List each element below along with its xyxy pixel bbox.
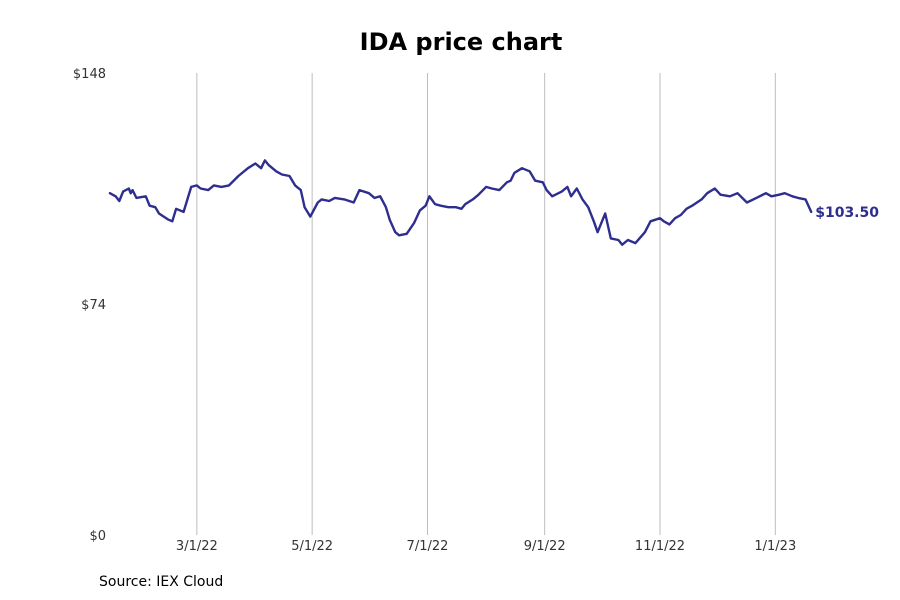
y-tick-label: $74	[81, 298, 106, 313]
price-series-line	[108, 159, 813, 246]
source-note: Source: IEX Cloud	[99, 574, 224, 590]
x-tick-label: 7/1/22	[407, 539, 449, 554]
y-tick-labels: $0 $74 $148	[73, 67, 106, 544]
last-price-label: $103.50	[815, 205, 879, 221]
chart-title: IDA price chart	[359, 28, 563, 56]
y-tick-label: $0	[89, 529, 106, 544]
x-tick-label: 3/1/22	[176, 539, 218, 554]
y-tick-label: $148	[73, 67, 106, 82]
x-tick-label: 11/1/22	[635, 539, 685, 554]
x-tick-labels: 3/1/22 5/1/22 7/1/22 9/1/22 11/1/22 1/1/23	[176, 539, 796, 554]
x-tick-label: 1/1/23	[754, 539, 796, 554]
x-grid-lines	[196, 73, 776, 535]
x-tick-label: 9/1/22	[524, 539, 566, 554]
x-tick-label: 5/1/22	[291, 539, 333, 554]
